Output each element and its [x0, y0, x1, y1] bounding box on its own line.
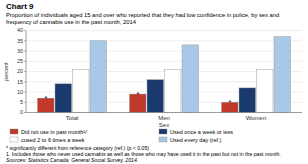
legend-swatch — [159, 137, 167, 142]
y-tick-label: 40 — [17, 27, 23, 33]
y-axis: 0 5 10 15 20 25 30 35 40 — [17, 27, 302, 115]
grid-line — [26, 30, 302, 31]
annotations: * * * — [44, 91, 231, 106]
y-axis-line — [26, 31, 27, 113]
grid-line — [26, 61, 302, 62]
annotation: * — [136, 91, 139, 98]
x-tick-label: Men — [158, 115, 170, 121]
y-tick-label: 25 — [17, 58, 23, 64]
x-axis-line — [26, 112, 302, 113]
grid-line — [26, 51, 302, 52]
legend-swatch — [10, 129, 18, 134]
bars — [38, 37, 291, 113]
x-axis: Total Men Women — [66, 115, 267, 121]
legend-label: Did not use in past month¹/ — [21, 129, 87, 135]
bar — [239, 88, 255, 113]
bar — [147, 80, 163, 113]
y-tick-label: 5 — [20, 99, 23, 105]
y-tick-label: 0 — [20, 109, 23, 115]
annotation: * — [228, 99, 231, 106]
bar — [55, 84, 71, 113]
y-tick-label: 35 — [17, 38, 23, 44]
legend-label: Used every day (ref.) — [170, 137, 222, 143]
bar — [257, 70, 273, 113]
y-tick-label: 10 — [17, 89, 23, 95]
grid-line — [26, 40, 302, 41]
source: Sources: Statistics Canada, General Soci… — [6, 157, 138, 163]
bar — [73, 70, 89, 113]
title: Chart 9 — [6, 2, 34, 11]
legend-swatch — [10, 137, 18, 142]
chart: Chart 9Proportion of individuals aged 15… — [0, 0, 308, 164]
x-axis-label: Sex — [159, 122, 169, 128]
x-tick-label: Total — [66, 115, 79, 121]
annotation: * — [44, 95, 47, 102]
x-tick-label: Women — [246, 115, 267, 121]
bar — [274, 37, 290, 113]
subtitle: Proportion of individuals aged 15 and ov… — [6, 12, 279, 25]
y-tick-label: 20 — [17, 68, 23, 74]
y-axis-label: percent — [3, 62, 9, 81]
y-tick-label: 30 — [17, 48, 23, 54]
footnotes: * significantly different from reference… — [6, 145, 281, 163]
legend: Did not use in past month¹/Used once a w… — [10, 129, 233, 143]
legend-label: Used once a week or less — [170, 129, 233, 135]
y-tick-label: 15 — [17, 79, 23, 85]
bar — [90, 41, 106, 113]
legend-label: cused 2 to 6 times a week — [21, 137, 85, 143]
legend-swatch — [159, 129, 167, 134]
bar — [182, 45, 198, 113]
bar — [165, 70, 181, 113]
subtitle-group: Proportion of individuals aged 15 and ov… — [6, 12, 279, 25]
